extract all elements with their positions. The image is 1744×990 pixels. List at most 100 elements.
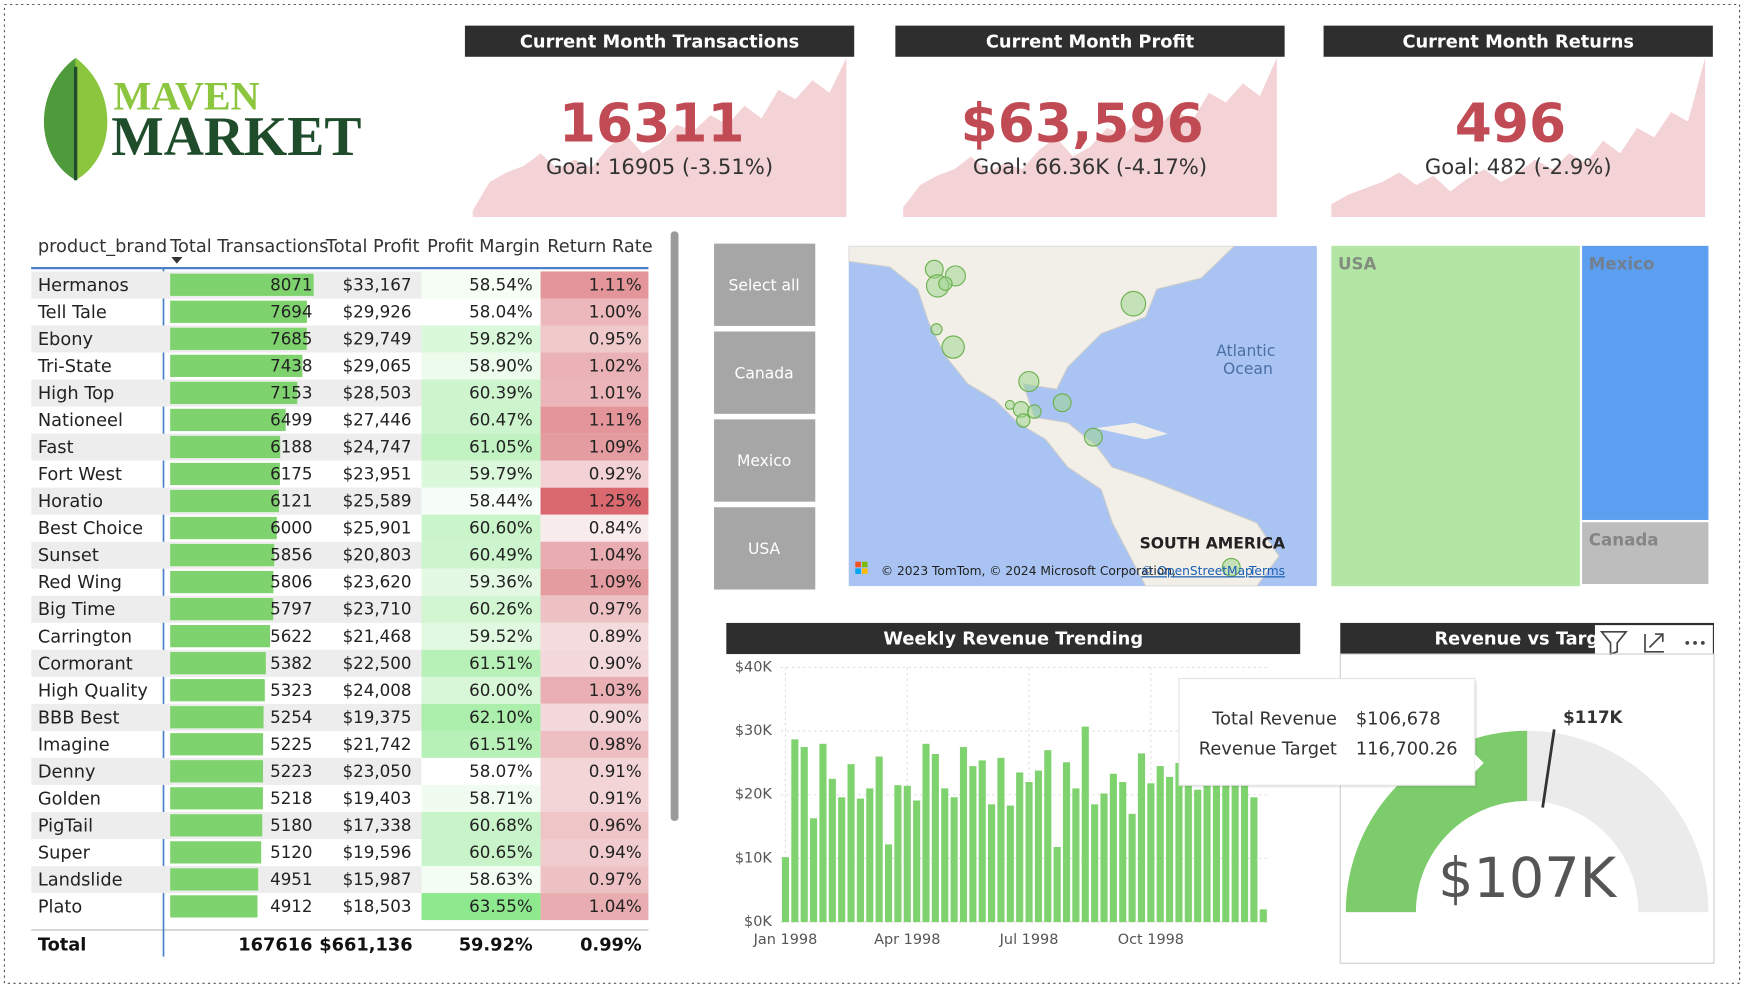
brand-cell[interactable]: Red Wing <box>38 572 122 593</box>
more-icon[interactable] <box>1693 641 1697 645</box>
brand-cell[interactable]: High Top <box>38 383 115 404</box>
bar[interactable] <box>1250 797 1258 923</box>
slicer-button[interactable] <box>714 507 816 590</box>
brand-cell[interactable]: High Quality <box>38 680 148 701</box>
bar[interactable] <box>1231 775 1239 923</box>
bar[interactable] <box>903 785 911 923</box>
treemap-tile[interactable] <box>1582 522 1709 584</box>
bar[interactable] <box>1072 788 1080 923</box>
map-osm-link[interactable]: © OpenStreetMap <box>1141 564 1253 578</box>
bar[interactable] <box>875 756 883 923</box>
bar[interactable] <box>950 797 958 923</box>
bar[interactable] <box>810 818 818 923</box>
bar[interactable] <box>1137 753 1146 923</box>
slicer-label[interactable]: Select all <box>729 276 800 294</box>
bar[interactable] <box>884 844 893 923</box>
slicer-label[interactable]: Canada <box>735 364 794 382</box>
bar[interactable] <box>1109 773 1117 923</box>
scrollbar[interactable] <box>670 231 679 821</box>
bar[interactable] <box>1081 726 1089 923</box>
bar[interactable] <box>941 788 949 923</box>
brand-cell[interactable]: Plato <box>38 897 82 918</box>
bar[interactable] <box>1147 783 1155 923</box>
bar[interactable] <box>1175 762 1183 923</box>
bar[interactable] <box>800 746 808 923</box>
bar[interactable] <box>1240 778 1249 923</box>
bar[interactable] <box>1259 909 1267 923</box>
treemap-tile[interactable] <box>1331 245 1580 587</box>
filter-icon[interactable] <box>1599 630 1628 656</box>
map-terms-link[interactable]: Terms <box>1248 564 1285 578</box>
brand-cell[interactable]: Sunset <box>38 545 99 566</box>
bar[interactable] <box>997 757 1005 923</box>
bar[interactable] <box>1156 766 1164 923</box>
bar[interactable] <box>856 798 864 923</box>
brand-cell[interactable]: Tell Tale <box>37 302 107 323</box>
bar[interactable] <box>1184 782 1192 923</box>
bar[interactable] <box>1053 846 1061 923</box>
bar[interactable] <box>791 739 799 923</box>
bar[interactable] <box>1006 805 1014 923</box>
bar[interactable] <box>894 785 902 923</box>
bar[interactable] <box>1034 770 1042 923</box>
bar[interactable] <box>1119 782 1127 923</box>
brand-cell[interactable]: Ebony <box>38 329 93 350</box>
bar[interactable] <box>1212 769 1220 923</box>
brand-cell[interactable]: Best Choice <box>38 518 143 539</box>
bar[interactable] <box>847 764 855 923</box>
slicer-label[interactable]: USA <box>748 540 781 558</box>
more-icon[interactable] <box>1685 641 1690 645</box>
bar[interactable] <box>1128 813 1136 923</box>
bar[interactable] <box>959 746 968 923</box>
bar[interactable] <box>922 743 930 923</box>
bar[interactable] <box>988 804 996 923</box>
column-header[interactable]: Total Transactions <box>169 236 328 257</box>
brand-cell[interactable]: Big Time <box>38 599 116 620</box>
bar[interactable] <box>819 743 827 923</box>
bar[interactable] <box>1222 756 1230 923</box>
brand-cell[interactable]: Landslide <box>38 870 123 891</box>
bar[interactable] <box>1062 762 1071 923</box>
bar[interactable] <box>1194 789 1202 923</box>
brand-cell[interactable]: Tri-State <box>37 356 112 377</box>
brand-cell[interactable]: Denny <box>38 761 96 782</box>
slicer-button[interactable] <box>714 331 816 414</box>
treemap-tile[interactable] <box>1582 245 1709 520</box>
bar[interactable] <box>866 788 874 923</box>
more-icon[interactable] <box>1700 641 1705 645</box>
brand-cell[interactable]: Fast <box>38 437 74 458</box>
bar[interactable] <box>1016 772 1024 923</box>
brand-cell[interactable]: Golden <box>38 788 101 809</box>
brand-cell[interactable]: Imagine <box>38 734 110 755</box>
focus-icon[interactable] <box>1644 633 1664 653</box>
bar[interactable] <box>1025 782 1033 923</box>
bar[interactable] <box>969 766 977 923</box>
brand-cell[interactable]: Hermanos <box>38 275 129 296</box>
gauge-value[interactable] <box>1345 730 1528 913</box>
brand-cell[interactable]: Cormorant <box>38 653 133 674</box>
brand-cell[interactable]: PigTail <box>38 815 93 836</box>
column-header[interactable]: product_brand <box>38 236 167 257</box>
slicer-button[interactable] <box>714 243 816 326</box>
bar[interactable] <box>1044 750 1052 923</box>
bar[interactable] <box>1166 776 1174 923</box>
column-header[interactable]: Total Profit <box>325 236 420 257</box>
brand-cell[interactable]: BBB Best <box>38 707 120 728</box>
bar[interactable] <box>838 797 846 923</box>
brand-cell[interactable]: Carrington <box>38 626 132 647</box>
slicer-button[interactable] <box>714 419 816 502</box>
bar[interactable] <box>1100 793 1108 923</box>
bar[interactable] <box>1091 804 1099 923</box>
bar[interactable] <box>1203 767 1211 923</box>
brand-cell[interactable]: Nationeel <box>38 410 123 431</box>
column-header[interactable]: Profit Margin <box>427 236 540 257</box>
bar[interactable] <box>828 778 836 923</box>
bar[interactable] <box>978 760 986 923</box>
bar[interactable] <box>913 800 921 923</box>
column-header[interactable]: Return Rate <box>547 236 652 257</box>
bar[interactable] <box>931 753 939 923</box>
slicer-label[interactable]: Mexico <box>737 452 791 470</box>
bar[interactable] <box>781 857 790 923</box>
brand-cell[interactable]: Fort West <box>38 464 122 485</box>
brand-cell[interactable]: Super <box>38 842 91 863</box>
